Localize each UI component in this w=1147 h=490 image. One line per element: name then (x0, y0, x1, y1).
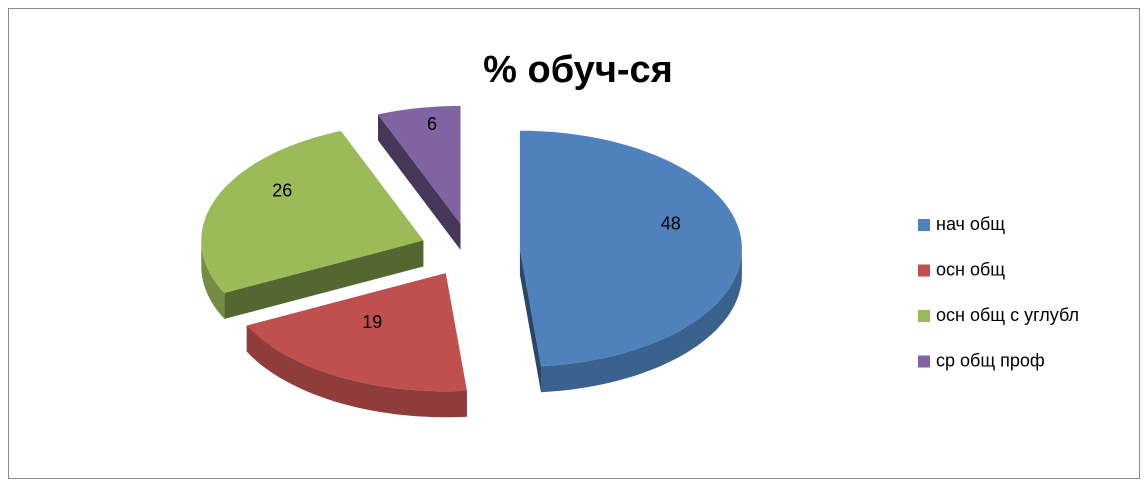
slice-wall (541, 248, 742, 393)
legend-label: осн общ (936, 259, 1005, 279)
slice-side (224, 240, 424, 319)
slice-wall (246, 325, 467, 418)
legend-swatch (918, 219, 930, 231)
legend-swatch (918, 264, 930, 277)
slice-wall (201, 240, 225, 319)
slice-side (519, 248, 541, 393)
pie-slice (378, 105, 461, 250)
data-label: 6 (427, 114, 437, 134)
slice-side (378, 114, 461, 250)
pie-slice (519, 130, 742, 393)
pie-slice (246, 273, 467, 418)
slice-top (378, 105, 461, 224)
pie-slice (201, 131, 424, 319)
chart-title: % обуч-ся (483, 49, 673, 91)
slice-top (201, 131, 424, 293)
data-label: 19 (362, 312, 382, 332)
legend-label: ср общ проф (936, 350, 1045, 370)
data-label: 48 (661, 214, 681, 234)
data-label: 26 (272, 181, 292, 201)
slice-top (519, 130, 742, 367)
legend-label: нач общ (936, 214, 1005, 234)
legend-label: осн общ с углубл (936, 305, 1079, 325)
legend-swatch (918, 355, 930, 368)
slice-top (246, 273, 467, 392)
legend-swatch (918, 310, 930, 322)
